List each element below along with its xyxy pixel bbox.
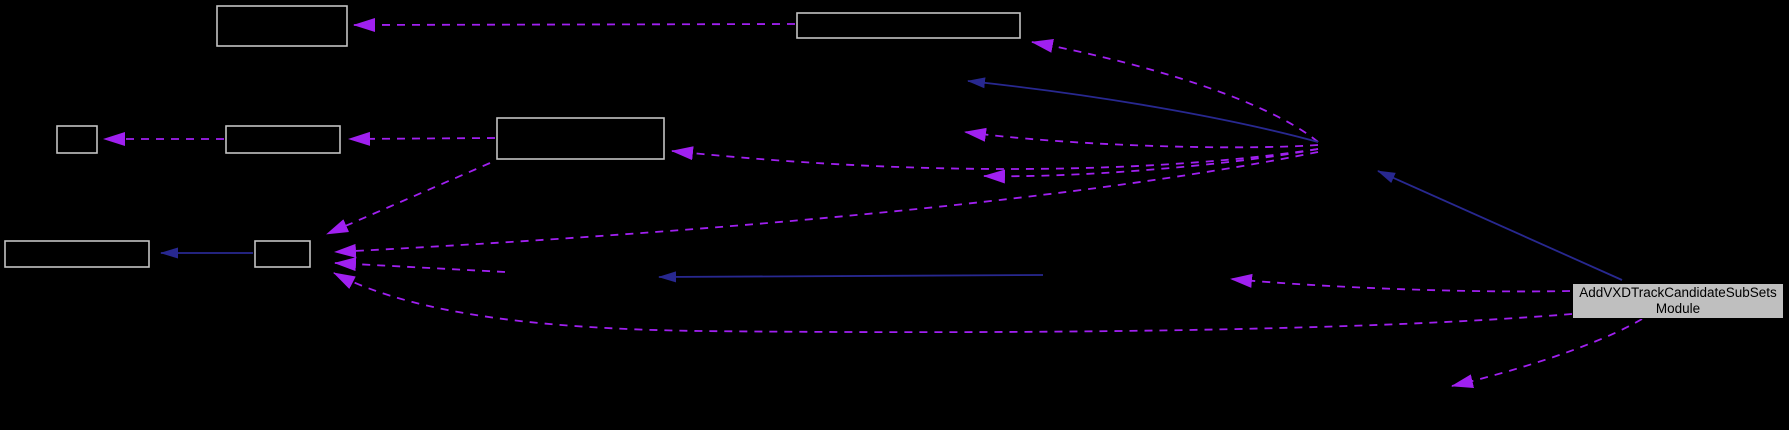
class-node-4[interactable] [225,125,341,154]
edge-main-to-hidden-c [1230,273,1571,293]
class-node-3[interactable] [56,125,98,154]
edge-hub-to-node5 [671,146,1319,170]
main-node-label-line2: Module [1655,301,1701,316]
class-node-5[interactable] [496,117,665,160]
edge-main-to-node7-bottom [333,272,1573,334]
main-node-addvxdtrackcandidatesubsets-module[interactable]: AddVXDTrackCandidateSubSets Module [1572,283,1784,319]
edge-node2-to-node1 [353,17,796,32]
edge-hub-to-hidden-e [967,77,1319,143]
edge-node5-to-node4 [348,131,496,146]
nodes-layer [4,5,1021,268]
edges-layer [103,17,1643,389]
class-node-1[interactable] [216,5,348,47]
edge-hidden-to-hidden-f [658,271,1044,283]
edge-hub-to-node7 [334,151,1319,258]
edge-node5-to-node7-top [326,162,491,235]
class-node-2[interactable] [796,12,1021,39]
edge-main-to-hidden-d [1451,318,1643,389]
edge-hub-to-hidden-b [983,148,1319,184]
edge-hidden-to-node7-mid [334,257,506,273]
edge-hub-to-node2 [1031,39,1319,143]
main-node-label-line1: AddVXDTrackCandidateSubSets [1579,285,1777,300]
class-node-7[interactable] [254,240,311,268]
edge-hub-to-hidden-a [964,127,1319,149]
edge-main-to-hub [1377,170,1623,281]
class-node-6[interactable] [4,240,150,268]
